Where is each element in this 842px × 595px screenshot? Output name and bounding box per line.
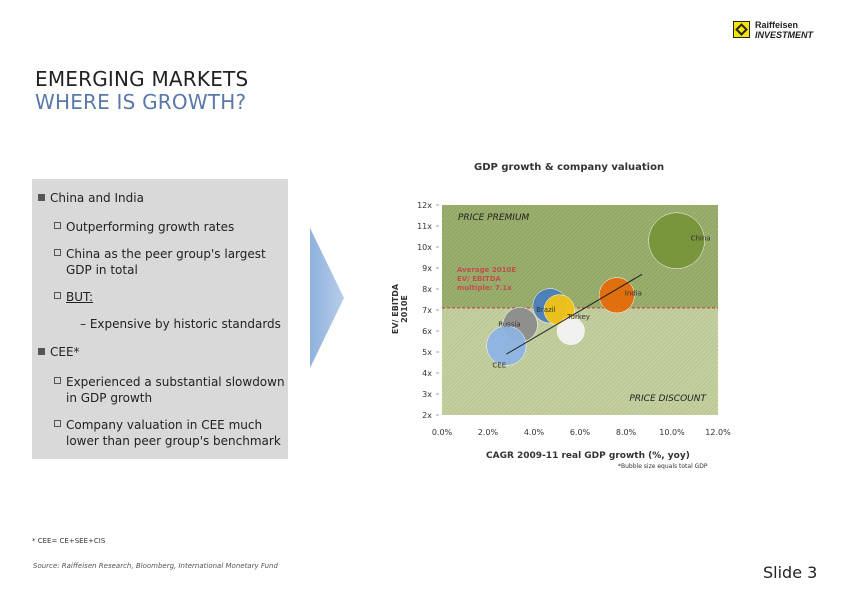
point-label-china: China (691, 235, 711, 243)
average-label-line: EV/ EBITDA (457, 275, 502, 283)
sub-bullet-peer-group: China as the peer group's largest GDP in … (54, 246, 266, 278)
y-tick-label: 5x (422, 348, 432, 357)
chart-title: GDP growth & company valuation (474, 162, 665, 173)
bubble-size-note: *Bubble size equals total GDP (618, 463, 708, 470)
average-label-line: Average 2010E (457, 266, 516, 274)
y-tick-label: 9x (422, 264, 432, 273)
point-label-turkey: Turkey (566, 313, 590, 321)
average-label-line: multiple: 7.1x (457, 284, 512, 292)
page-title: EMERGING MARKETS (35, 67, 249, 91)
point-label-brazil: Brazil (536, 306, 556, 314)
point-label-russia: Russia (498, 321, 521, 329)
bubble-india (598, 277, 635, 314)
slide-number: Slide 3 (763, 563, 818, 582)
y-tick-label: 2x (422, 411, 432, 420)
bubble-china (648, 212, 705, 269)
trend-line (506, 273, 643, 355)
sub-bullet-outperforming: Outperforming growth rates (54, 219, 234, 235)
page-subtitle: WHERE IS GROWTH? (35, 90, 247, 114)
sub-bullet-slowdown: Experienced a substantial slowdown in GDP… (54, 374, 285, 406)
y-tick-label: 3x (422, 390, 432, 399)
y-tick-label: 11x (417, 222, 432, 231)
y-tick-label: 6x (422, 327, 432, 336)
x-tick-label: 10.0% (659, 428, 685, 437)
raiffeisen-gable-icon (733, 21, 750, 38)
bullet-square-icon (38, 194, 45, 201)
brand-line-1: Raiffeisen (755, 20, 799, 30)
point-label-cee: CEE (492, 362, 506, 370)
y-tick-label: 4x (422, 369, 432, 378)
y-tick-label: 7x (422, 306, 432, 315)
source-note: Source: Raiffeisen Research, Bloomberg, … (33, 562, 278, 570)
sub-bullet-valuation: Company valuation in CEE much lower than … (54, 417, 281, 449)
dash-bullet-expensive: – Expensive by historic standards (80, 317, 281, 331)
bullet-cee: CEE* (38, 345, 80, 359)
checkbox-bullet-icon (54, 222, 61, 229)
y-tick-label: 8x (422, 285, 432, 294)
x-tick-label: 8.0% (616, 428, 637, 437)
bullet-china-india: China and India (38, 191, 144, 205)
checkbox-bullet-icon (54, 377, 61, 384)
x-tick-label: 12.0% (705, 428, 731, 437)
x-axis-label: CAGR 2009-11 real GDP growth (%, yoy) (486, 451, 690, 461)
cee-footnote: * CEE= CE+SEE+CIS (32, 537, 106, 545)
checkbox-bullet-icon (54, 420, 61, 427)
x-tick-label: 4.0% (524, 428, 545, 437)
bullet-panel: China and India Outperforming growth rat… (32, 179, 288, 459)
brand-line-2: INVESTMENT (755, 30, 814, 40)
price-premium-label: PRICE PREMIUM (458, 213, 530, 223)
chevron-right-arrow-icon (310, 228, 344, 368)
point-label-india: India (625, 289, 642, 297)
bullet-square-icon (38, 348, 45, 355)
sub-bullet-but: BUT: (54, 289, 93, 305)
price-discount-label: PRICE DISCOUNT (629, 394, 707, 404)
checkbox-bullet-icon (54, 249, 61, 256)
raiffeisen-logo: Raiffeisen INVESTMENT (733, 20, 823, 45)
bubble-chart: 12x 11x 10x 9x 8x 7x 6x 5x 4x 3x 2x 0.0% 2.0% 4.0% 6.… (417, 201, 731, 437)
y-tick-label: 10x (417, 243, 432, 252)
x-tick-label: 6.0% (570, 428, 591, 437)
x-tick-label: 2.0% (478, 428, 499, 437)
x-tick-label: 0.0% (432, 428, 453, 437)
y-tick-label: 12x (417, 201, 432, 210)
bubble-cee (486, 325, 527, 366)
checkbox-bullet-icon (54, 292, 61, 299)
bubble-unlabeled (556, 317, 585, 345)
